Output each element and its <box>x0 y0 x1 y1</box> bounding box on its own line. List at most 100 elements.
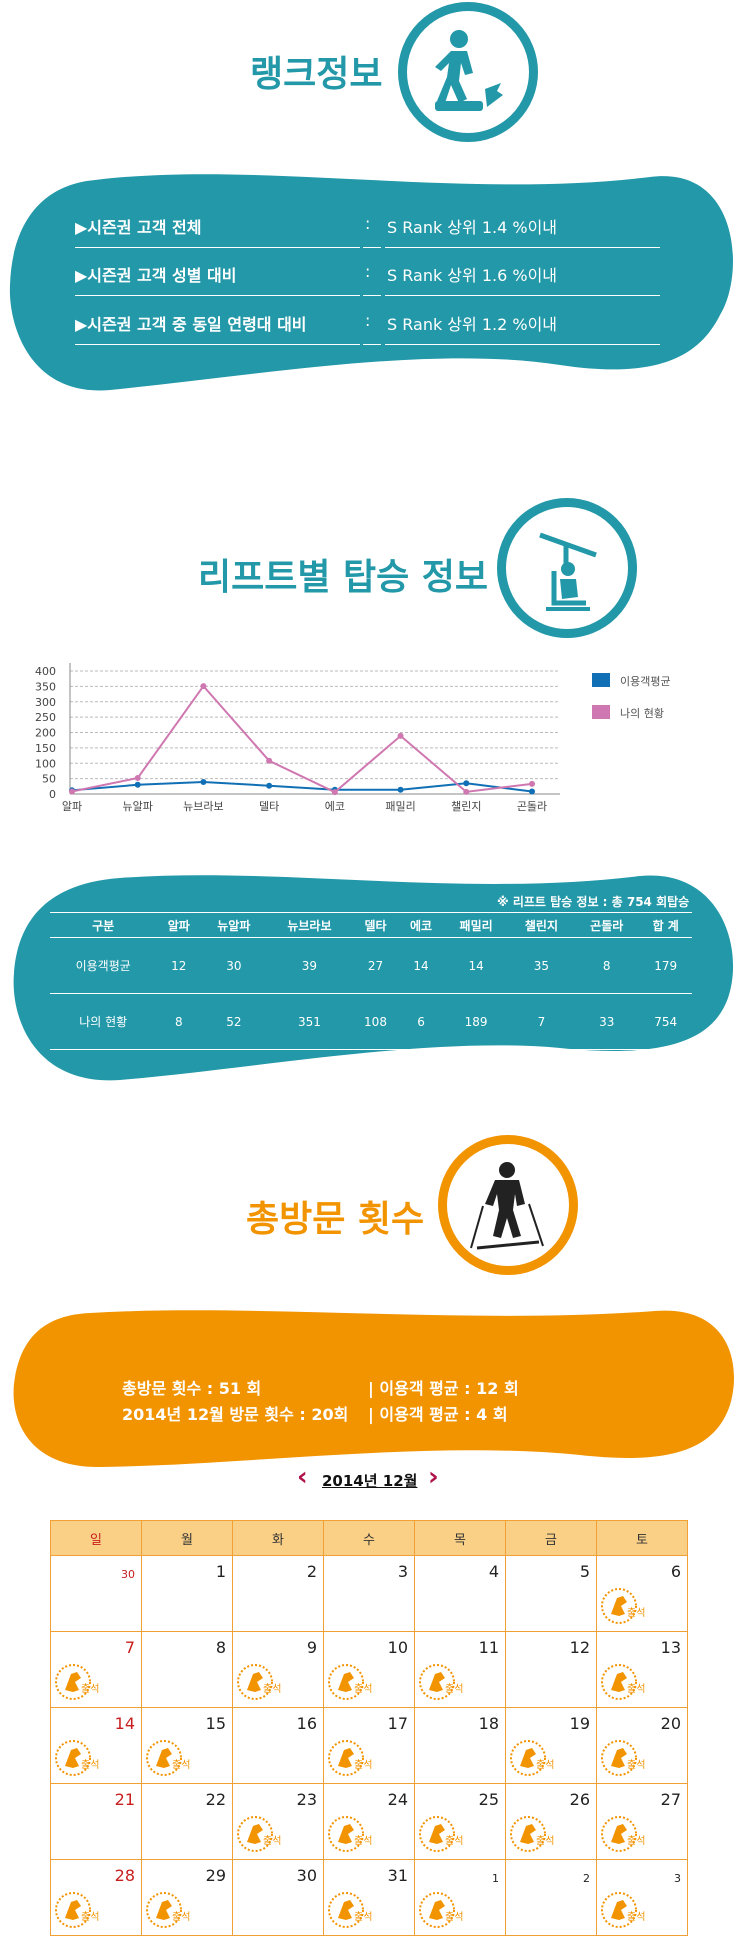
calendar-day: 6 출석 <box>596 1555 688 1632</box>
calendar-day: 3 <box>323 1555 415 1632</box>
skier-on-board-icon <box>435 30 503 111</box>
calendar-day: 28 출석 <box>50 1859 142 1936</box>
stamp-text: 출석 <box>627 1683 645 1695</box>
day-number: 9 <box>306 1638 317 1657</box>
prev-month-button[interactable]: ‹ <box>297 1462 308 1492</box>
day-number: 1 <box>215 1562 226 1581</box>
day-number: 1 <box>492 1872 499 1885</box>
attendance-stamp-icon: 출석 <box>237 1816 281 1852</box>
data-point <box>397 732 404 739</box>
calendar-day: 11 출석 <box>414 1631 506 1708</box>
data-point <box>463 788 470 795</box>
calendar-day: 16 <box>232 1707 324 1784</box>
calendar-day: 23 출석 <box>232 1783 324 1860</box>
attendance-stamp-icon: 출석 <box>510 1816 554 1852</box>
rank-row-age: ▶시즌권 고객 중 동일 연령대 대비 : S Rank 상위 1.2 %이내 <box>75 297 660 345</box>
calendar-day: 2 <box>232 1555 324 1632</box>
calendar-day: 22 <box>141 1783 233 1860</box>
table-cell: 108 <box>352 993 399 1050</box>
lift-title: 리프트별 탑승 정보 <box>198 557 489 598</box>
day-number: 27 <box>660 1790 681 1809</box>
calendar-day: 14 출석 <box>50 1707 142 1784</box>
attendance-stamp-icon: 출석 <box>601 1816 645 1852</box>
table-cell: 27 <box>352 937 399 994</box>
stamp-text: 출석 <box>445 1835 463 1847</box>
stamp-text: 출석 <box>354 1835 372 1847</box>
calendar-day: 3 출석 <box>596 1859 688 1936</box>
calendar-day: 5 <box>505 1555 597 1632</box>
lift-col-header: 알파 <box>156 912 202 938</box>
attendance-stamp-icon: 출석 <box>55 1664 99 1700</box>
calendar-day: 27 출석 <box>596 1783 688 1860</box>
data-point <box>69 788 75 795</box>
rank-icon-circle <box>398 2 538 142</box>
attendance-stamp-icon: 출석 <box>419 1816 463 1852</box>
y-tick-label: 150 <box>35 742 56 755</box>
visits-title: 총방문 횟수 <box>246 1199 425 1240</box>
attendance-stamp-icon: 출석 <box>419 1664 463 1700</box>
lift-col-header: 뉴브라보 <box>266 912 353 938</box>
attendance-stamp-icon: 출석 <box>55 1892 99 1928</box>
y-tick-label: 50 <box>42 773 56 786</box>
calendar-day: 24 출석 <box>323 1783 415 1860</box>
stamp-text: 출석 <box>81 1683 99 1695</box>
day-number: 30 <box>121 1568 135 1581</box>
day-number: 24 <box>387 1790 408 1809</box>
stamp-text: 출석 <box>536 1759 554 1771</box>
day-number: 25 <box>478 1790 499 1809</box>
day-number: 23 <box>296 1790 317 1809</box>
calendar-day: 1 출석 <box>414 1859 506 1936</box>
next-month-button[interactable]: › <box>428 1462 439 1492</box>
lift-table: 구분 알파 뉴알파 뉴브라보 델타 에코 패밀리 챌린지 곤돌라 합 계 이용객… <box>50 912 692 1050</box>
day-number: 16 <box>296 1714 317 1733</box>
table-cell: 351 <box>266 993 353 1050</box>
rank-row-label: ▶시즌권 고객 전체 <box>75 218 202 237</box>
table-cell: 52 <box>201 993 267 1050</box>
calendar-day: 10 출석 <box>323 1631 415 1708</box>
weekday-wed: 수 <box>323 1520 415 1556</box>
rank-title: 랭크정보 <box>250 54 383 95</box>
calendar-day: 4 <box>414 1555 506 1632</box>
day-number: 4 <box>488 1562 499 1581</box>
weekday-fri: 금 <box>505 1520 597 1556</box>
table-cell: 189 <box>443 993 509 1050</box>
table-cell: 33 <box>574 993 640 1050</box>
table-cell: 8 <box>574 937 640 994</box>
day-number: 3 <box>397 1562 408 1581</box>
calendar-day: 7 출석 <box>50 1631 142 1708</box>
calendar-day: 15 출석 <box>141 1707 233 1784</box>
calendar-day: 30 <box>232 1859 324 1936</box>
stamp-text: 출석 <box>263 1835 281 1847</box>
day-number: 26 <box>569 1790 590 1809</box>
stamp-text: 출석 <box>627 1911 645 1923</box>
y-tick-label: 200 <box>35 727 56 740</box>
table-cell: 14 <box>443 937 509 994</box>
rank-row-value: S Rank 상위 1.6 %이내 <box>387 266 558 285</box>
lift-col-header: 챌린지 <box>508 912 575 938</box>
visits-panel <box>13 1310 735 1468</box>
y-tick-label: 350 <box>35 680 56 693</box>
calendar-day: 26 출석 <box>505 1783 597 1860</box>
table-cell: 6 <box>398 993 444 1050</box>
attendance-stamp-icon: 출석 <box>328 1816 372 1852</box>
calendar-day: 31 출석 <box>323 1859 415 1936</box>
stamp-text: 출석 <box>172 1759 190 1771</box>
day-number: 29 <box>205 1866 226 1885</box>
data-point <box>529 788 535 795</box>
stamp-text: 출석 <box>263 1683 281 1695</box>
calendar-day: 18 <box>414 1707 506 1784</box>
month-visits: 2014년 12월 방문 횟수 : 20회 <box>122 1405 349 1424</box>
data-point <box>397 786 404 793</box>
x-tick-label: 곤돌라 <box>517 800 547 813</box>
rank-row-colon: : <box>365 214 371 233</box>
lift-col-header: 에코 <box>398 912 444 938</box>
day-number: 2 <box>583 1872 590 1885</box>
day-number: 11 <box>478 1638 499 1657</box>
lift-col-header: 구분 <box>50 912 157 938</box>
table-cell: 35 <box>508 937 575 994</box>
y-tick-label: 400 <box>35 665 56 678</box>
stamp-text: 출석 <box>172 1911 190 1923</box>
rank-row-value: S Rank 상위 1.4 %이내 <box>387 218 558 237</box>
day-number: 6 <box>670 1562 681 1581</box>
day-number: 10 <box>387 1638 408 1657</box>
